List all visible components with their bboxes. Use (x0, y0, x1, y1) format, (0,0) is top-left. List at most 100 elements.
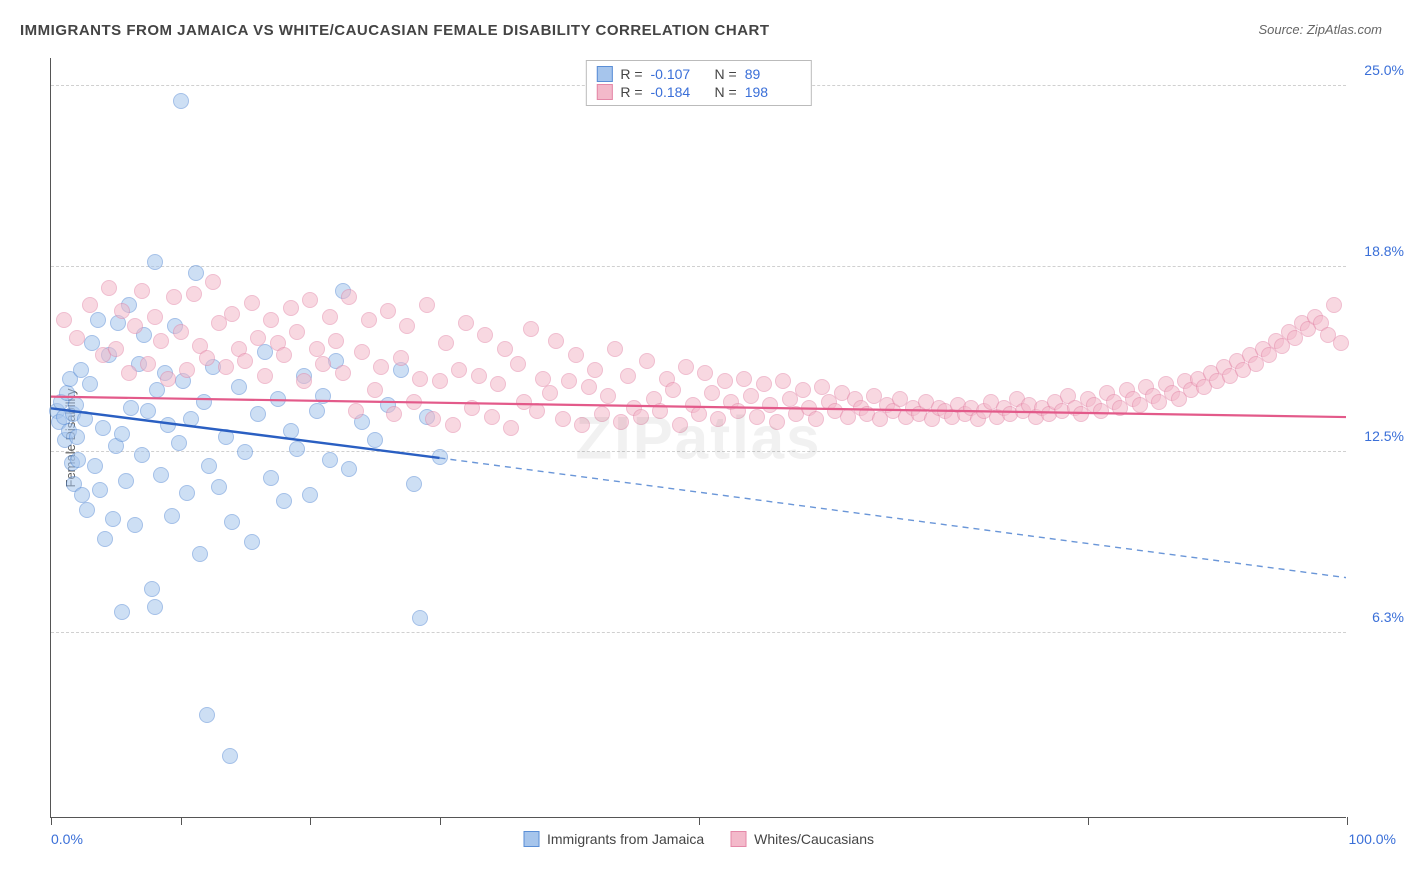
scatter-point (367, 382, 383, 398)
scatter-point (270, 391, 286, 407)
scatter-point (160, 371, 176, 387)
scatter-point (503, 420, 519, 436)
legend-n-value: 198 (745, 84, 801, 100)
scatter-point (341, 289, 357, 305)
scatter-point (192, 546, 208, 562)
scatter-point (594, 406, 610, 422)
scatter-point (237, 353, 253, 369)
scatter-point (652, 403, 668, 419)
scatter-point (432, 449, 448, 465)
legend-n-value: 89 (745, 66, 801, 82)
scatter-point (289, 441, 305, 457)
legend-r-value: -0.107 (651, 66, 707, 82)
scatter-point (123, 400, 139, 416)
scatter-point (484, 409, 500, 425)
scatter-point (218, 429, 234, 445)
scatter-point (173, 93, 189, 109)
scatter-point (743, 388, 759, 404)
scatter-point (710, 411, 726, 427)
scatter-point (276, 347, 292, 363)
chart-title: IMMIGRANTS FROM JAMAICA VS WHITE/CAUCASI… (20, 22, 770, 39)
scatter-point (309, 403, 325, 419)
scatter-point (179, 362, 195, 378)
scatter-point (691, 406, 707, 422)
scatter-point (451, 362, 467, 378)
x-axis-min-label: 0.0% (51, 831, 83, 847)
scatter-point (717, 373, 733, 389)
scatter-point (296, 373, 312, 389)
legend-series-label: Immigrants from Jamaica (547, 831, 704, 847)
scatter-point (574, 417, 590, 433)
scatter-point (639, 353, 655, 369)
scatter-point (607, 341, 623, 357)
scatter-point (555, 411, 571, 427)
scatter-point (171, 435, 187, 451)
scatter-point (218, 359, 234, 375)
legend-correlation-row: R =-0.107N =89 (596, 65, 800, 83)
scatter-point (523, 321, 539, 337)
scatter-point (335, 365, 351, 381)
scatter-point (283, 300, 299, 316)
scatter-point (529, 403, 545, 419)
scatter-point (678, 359, 694, 375)
scatter-point (257, 368, 273, 384)
scatter-point (341, 461, 357, 477)
scatter-point (222, 748, 238, 764)
scatter-point (633, 409, 649, 425)
legend-series-label: Whites/Caucasians (754, 831, 874, 847)
scatter-point (101, 280, 117, 296)
scatter-point (183, 411, 199, 427)
scatter-point (762, 397, 778, 413)
x-tick (440, 817, 441, 825)
scatter-point (127, 517, 143, 533)
scatter-point (380, 303, 396, 319)
scatter-point (147, 254, 163, 270)
scatter-point (140, 403, 156, 419)
scatter-point (665, 382, 681, 398)
legend-series-item: Immigrants from Jamaica (523, 831, 704, 847)
scatter-point (244, 295, 260, 311)
scatter-point (464, 400, 480, 416)
scatter-point (756, 376, 772, 392)
scatter-point (309, 341, 325, 357)
scatter-point (105, 511, 121, 527)
scatter-point (97, 531, 113, 547)
scatter-point (211, 479, 227, 495)
legend-r-value: -0.184 (651, 84, 707, 100)
scatter-point (354, 344, 370, 360)
scatter-point (73, 362, 89, 378)
scatter-point (808, 411, 824, 427)
legend-swatch (596, 66, 612, 82)
scatter-point (587, 362, 603, 378)
scatter-point (244, 534, 260, 550)
scatter-point (535, 371, 551, 387)
scatter-point (510, 356, 526, 372)
scatter-point (704, 385, 720, 401)
source-label: Source: ZipAtlas.com (1258, 22, 1382, 37)
scatter-point (108, 341, 124, 357)
scatter-point (127, 318, 143, 334)
x-tick (699, 817, 700, 825)
scatter-point (548, 333, 564, 349)
scatter-point (328, 333, 344, 349)
y-tick-label: 6.3% (1372, 609, 1404, 625)
scatter-point (121, 365, 137, 381)
scatter-point (283, 423, 299, 439)
scatter-point (412, 610, 428, 626)
scatter-point (393, 350, 409, 366)
x-tick (310, 817, 311, 825)
scatter-point (114, 604, 130, 620)
trend-lines (51, 58, 1346, 817)
x-tick (1347, 817, 1348, 825)
scatter-point (581, 379, 597, 395)
scatter-point (237, 444, 253, 460)
scatter-point (201, 458, 217, 474)
scatter-point (399, 318, 415, 334)
scatter-point (613, 414, 629, 430)
scatter-point (250, 330, 266, 346)
scatter-point (322, 452, 338, 468)
scatter-point (164, 508, 180, 524)
scatter-point (471, 368, 487, 384)
scatter-point (542, 385, 558, 401)
legend-swatch (596, 84, 612, 100)
